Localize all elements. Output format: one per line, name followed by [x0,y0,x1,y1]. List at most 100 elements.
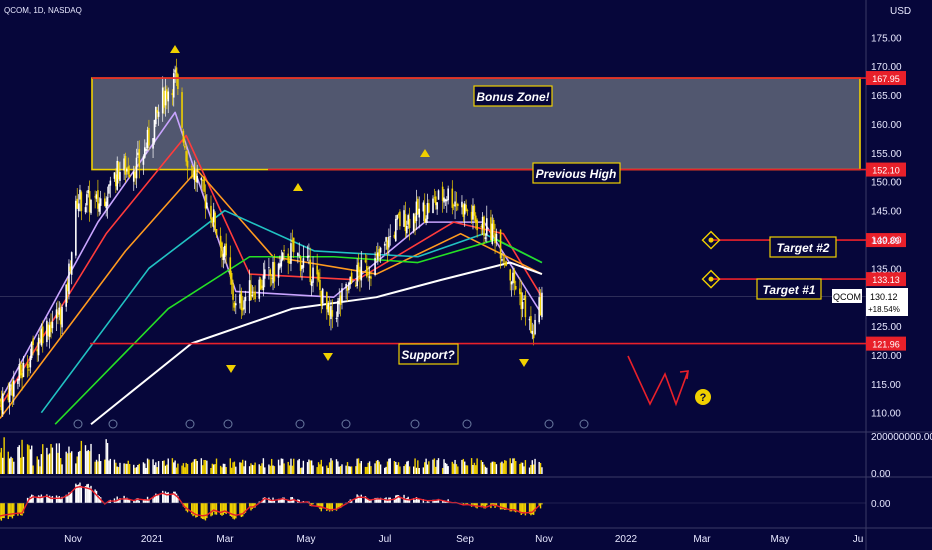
oscillator-bar [502,503,505,510]
volume-bar [505,460,507,474]
candle-body [58,307,61,315]
candle-body [241,307,244,311]
zone-bottom-value: 152.10 [872,166,900,176]
volume-bar [406,461,408,474]
oscillator-bar [71,491,73,503]
oscillator-bar [316,503,318,507]
oscillator-bar [119,498,121,503]
volume-bar [422,467,425,474]
volume-bar [133,464,135,474]
candle-body [437,190,440,200]
volume-bar [504,460,506,474]
candle-body [59,308,62,325]
volume-bar [360,461,362,474]
oscillator-bar [98,496,100,503]
volume-bar [77,451,80,474]
candle-body [301,265,303,270]
candle-body [290,243,292,264]
candle-body [186,160,189,168]
volume-bar [473,462,476,474]
volume-bar [166,464,168,474]
candle-body [512,272,514,283]
volume-bar [196,460,198,474]
oscillator-bar [443,500,445,503]
oscillator-bar [36,497,38,503]
candle-body [454,201,456,207]
volume-bar [302,460,305,474]
time-tick: Mar [693,534,711,545]
oscillator-bar [281,497,284,503]
candle-body [441,186,444,201]
candle-body [19,364,22,376]
time-tick: Ju [853,534,864,545]
oscillator-bar [483,503,485,509]
candle-body [499,229,502,259]
oscillator-bar [335,503,338,511]
volume-bar [437,458,440,474]
candle-body [252,293,255,295]
oscillator-bar [48,495,51,503]
volume-bar [359,463,361,474]
volume-bar [123,463,125,474]
time-tick: May [771,534,790,545]
volume-bar [306,462,309,474]
volume-bar [388,458,390,474]
time-axis[interactable]: Nov 2021 Mar May Jul Sep Nov 2022 Mar May Ju [64,534,863,545]
volume-bar [242,459,244,474]
candle-body [523,298,525,300]
zone-top-value: 167.95 [872,74,900,84]
volume-bar [280,458,283,474]
volume-bar [293,458,295,474]
volume-bar [233,461,236,474]
oscillator-bar [155,493,157,503]
candle-body [462,204,465,217]
oscillator-bar [258,501,260,503]
volume-bar [37,459,40,474]
oscillator-bar [393,498,396,503]
candle-body [95,194,98,199]
support-label: Support? [398,343,459,365]
volume-bar [22,456,25,474]
candle-body [444,199,447,202]
candle-body [41,326,44,344]
oscillator-bar [2,503,4,518]
volume-bar [396,464,398,474]
volume-bar [270,458,273,474]
candle-body [76,198,79,209]
volume-bar [128,464,131,474]
oscillator-bar [505,503,507,510]
candle-body [68,263,70,295]
candle-body [472,205,474,220]
volume-bar [29,449,32,474]
oscillator-bar [319,503,321,510]
candle-body [192,167,194,178]
candle-body [287,253,290,263]
volume-bar [46,447,48,474]
candle-body [316,265,318,275]
candle-body [457,203,459,207]
signal-triangle [226,365,236,373]
time-tick: Nov [535,534,553,545]
event-marker [223,419,233,429]
candle-body [262,275,265,291]
volume-bar [513,458,516,474]
last-price-box[interactable]: QCOM 130.12 +18.54% [832,288,908,316]
oscillator-bar [264,497,266,503]
target-marker-1 [701,230,721,250]
volume-bar [3,437,5,474]
oscillator-bar [46,494,48,503]
oscillator-bar [418,498,420,503]
volume-bar [418,467,420,474]
volume-bar [2,457,4,474]
candle-body [505,261,507,266]
oscillator-bar [192,503,194,517]
candle-body [541,292,543,318]
volume-bar [389,458,391,474]
volume-bar [99,461,102,474]
oscillator-bar [481,503,484,506]
price-tick: 135.00 [871,264,902,275]
volume-bar [148,459,150,474]
price-tick: 160.00 [871,120,902,131]
candle-body [279,263,281,268]
